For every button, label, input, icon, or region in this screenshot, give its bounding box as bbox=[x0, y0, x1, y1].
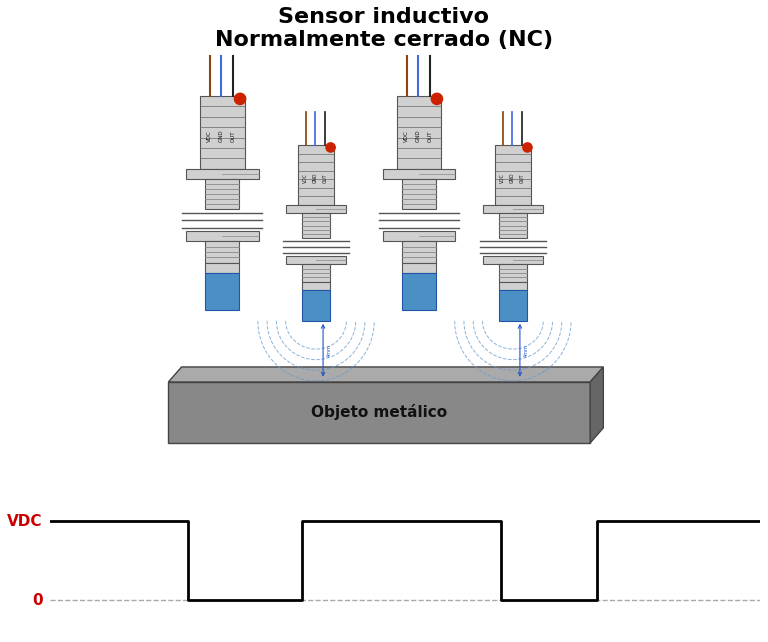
Bar bbox=[483, 205, 543, 213]
Text: GND: GND bbox=[219, 130, 224, 143]
Bar bbox=[402, 263, 436, 273]
Text: OUT: OUT bbox=[231, 130, 236, 142]
Text: 4mm: 4mm bbox=[327, 344, 332, 357]
Bar bbox=[382, 231, 455, 241]
Bar bbox=[495, 145, 531, 205]
Bar bbox=[286, 256, 346, 265]
Text: Normalmente cerrado (NC): Normalmente cerrado (NC) bbox=[215, 30, 553, 51]
Bar bbox=[206, 241, 239, 263]
Bar bbox=[186, 231, 259, 241]
Bar bbox=[499, 265, 527, 282]
Bar bbox=[499, 282, 527, 290]
Text: VDC: VDC bbox=[500, 173, 505, 183]
Text: OUT: OUT bbox=[519, 173, 525, 183]
Text: GND: GND bbox=[313, 173, 318, 183]
Text: 0: 0 bbox=[32, 593, 43, 607]
Circle shape bbox=[326, 143, 335, 152]
Text: Sensor inductivo: Sensor inductivo bbox=[279, 7, 489, 27]
Bar bbox=[303, 213, 330, 238]
Bar bbox=[499, 213, 527, 238]
Bar bbox=[303, 265, 330, 282]
Bar bbox=[499, 290, 527, 321]
Bar bbox=[303, 282, 330, 290]
Circle shape bbox=[234, 93, 246, 105]
Text: Objeto metálico: Objeto metálico bbox=[311, 404, 448, 421]
Bar bbox=[186, 169, 259, 179]
Bar bbox=[402, 273, 436, 310]
Bar bbox=[206, 179, 239, 209]
Polygon shape bbox=[168, 367, 604, 382]
Bar bbox=[397, 96, 442, 169]
Bar bbox=[483, 256, 543, 265]
Bar bbox=[298, 145, 334, 205]
Bar bbox=[206, 263, 239, 273]
Text: VDC: VDC bbox=[207, 130, 212, 142]
Bar bbox=[286, 205, 346, 213]
Bar bbox=[402, 241, 436, 263]
Text: OUT: OUT bbox=[428, 130, 433, 142]
Text: OUT: OUT bbox=[323, 173, 328, 183]
Bar bbox=[382, 169, 455, 179]
Polygon shape bbox=[591, 367, 604, 443]
Bar bbox=[206, 273, 239, 310]
Circle shape bbox=[523, 143, 532, 152]
Text: GND: GND bbox=[415, 130, 421, 143]
Text: VDC: VDC bbox=[404, 130, 409, 142]
Bar bbox=[402, 179, 436, 209]
Text: GND: GND bbox=[510, 173, 515, 183]
Text: 4mm: 4mm bbox=[524, 344, 528, 357]
Circle shape bbox=[432, 93, 442, 105]
Text: VDC: VDC bbox=[8, 514, 43, 528]
Bar bbox=[168, 382, 591, 443]
Bar bbox=[200, 96, 244, 169]
Text: VDC: VDC bbox=[303, 173, 308, 183]
Bar bbox=[303, 290, 330, 321]
